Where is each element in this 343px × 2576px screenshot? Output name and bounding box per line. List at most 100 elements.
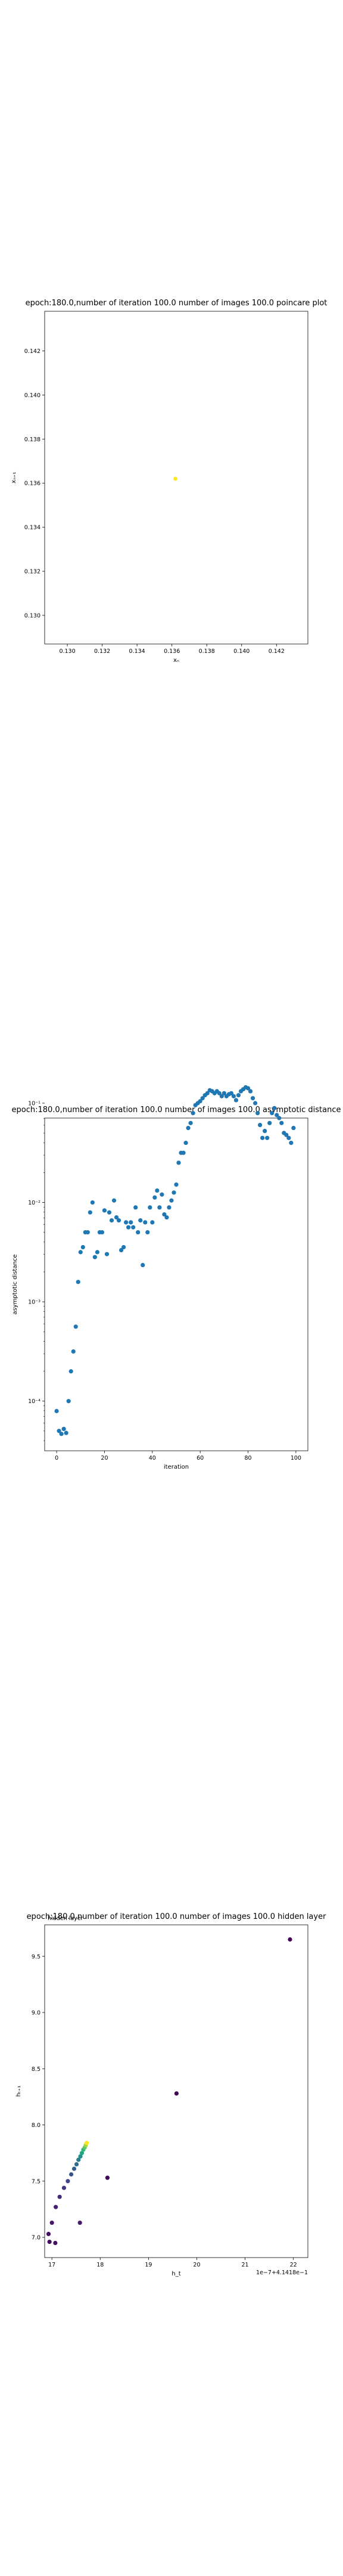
y-tick-label: 0.142	[24, 348, 40, 355]
asymptotic-point	[265, 1135, 270, 1140]
asymptotic-point	[145, 1230, 150, 1235]
hidden-layer-point	[105, 2175, 110, 2180]
asymptotic-point	[116, 1218, 121, 1223]
asymptotic-point	[104, 1252, 110, 1256]
asymptotic-point	[126, 1225, 131, 1230]
y-tick-label: 0.140	[24, 392, 40, 399]
asymptotic-point	[129, 1220, 133, 1225]
hidden-layer-point	[174, 2091, 179, 2096]
asymptotic-point	[133, 1205, 138, 1210]
x-tick-label: 0.140	[233, 648, 250, 655]
asymptotic-point	[219, 1094, 224, 1098]
asymptotic-point	[250, 1096, 255, 1101]
asymptotic-points	[54, 1085, 296, 1436]
asymptotic-point	[85, 1230, 90, 1235]
asymptotic-point	[54, 1408, 59, 1413]
asymptotic-point	[174, 1182, 179, 1187]
asymptotic-point	[198, 1099, 202, 1104]
asymptotic-point	[263, 1129, 267, 1134]
asymptotic-point	[231, 1094, 236, 1098]
hidden-layer-point	[66, 2179, 70, 2184]
hidden-layer-x-label: h_t	[172, 2271, 180, 2277]
asymptotic-point	[114, 1215, 119, 1220]
poincare-points	[173, 476, 177, 481]
x-tick-label: 0.142	[269, 648, 285, 655]
y-tick-label: 10⁻³	[28, 1299, 40, 1306]
y-tick-label: 0.134	[24, 525, 40, 531]
y-tick-label: 0.130	[24, 612, 40, 619]
asymptotic-point	[59, 1432, 64, 1436]
asymptotic-point	[66, 1399, 71, 1404]
asymptotic-point	[160, 1192, 164, 1197]
poincare-plot-frame	[44, 311, 308, 645]
asymptotic-point	[121, 1244, 126, 1250]
hidden-layer-point	[76, 2157, 81, 2162]
asymptotic-point	[90, 1200, 95, 1205]
hidden-layer-point	[77, 2220, 82, 2225]
x-tick-label: 60	[197, 1455, 204, 1462]
asymptotic-point	[186, 1126, 191, 1131]
asymptotic-point	[143, 1220, 148, 1225]
x-tick-label: 17	[48, 2262, 55, 2268]
asymptotic-point	[150, 1220, 155, 1225]
x-tick-label: 0.132	[94, 648, 110, 655]
y-tick-label: 0.138	[24, 436, 40, 443]
asymptotic-point	[119, 1247, 124, 1253]
asymptotic-point	[99, 1230, 105, 1235]
hidden-layer-point	[79, 2151, 85, 2156]
hidden-layer-offset-label: 1e−7+4.1418e−1	[256, 2270, 308, 2276]
y-tick-label: 9.0	[32, 2010, 40, 2017]
hidden-layer-point	[47, 2240, 52, 2244]
y-tick-label: 7.0	[32, 2235, 40, 2241]
x-tick-label: 0.134	[129, 648, 145, 655]
asymptotic-point	[286, 1135, 291, 1140]
hidden-layer-point	[61, 2185, 67, 2190]
asymptotic-point	[141, 1262, 145, 1268]
asymptotic-point	[102, 1208, 107, 1213]
y-tick-label: 8.5	[32, 2066, 40, 2073]
asymptotic-distance-chart: epoch:180.0,number of iteration 100.0 nu…	[11, 1085, 341, 1470]
hidden-layer-point	[74, 2162, 79, 2167]
x-tick-label: 20	[193, 2262, 200, 2268]
hidden-layer-points	[46, 1937, 292, 2246]
asymptotic-point	[205, 1091, 210, 1095]
asymptotic-point	[164, 1215, 169, 1220]
asymptotic-point	[253, 1101, 258, 1106]
asymptotic-y-axis: 10⁻⁴ 10⁻³ 10⁻² 10⁻¹	[28, 1101, 45, 1441]
y-tick-label: 7.5	[32, 2178, 40, 2185]
poincare-x-axis: 0.130 0.132 0.134 0.136 0.138 0.140 0.142	[59, 644, 285, 655]
asymptotic-point	[236, 1093, 241, 1098]
asymptotic-point	[289, 1141, 294, 1145]
x-tick-label: 80	[244, 1455, 251, 1462]
asymptotic-point	[222, 1091, 226, 1095]
asymptotic-point	[148, 1205, 152, 1210]
hidden-layer-point	[78, 2154, 83, 2159]
y-tick-label: 10⁻⁴	[28, 1398, 40, 1405]
asymptotic-point	[157, 1205, 162, 1210]
asymptotic-point	[162, 1212, 167, 1217]
asymptotic-point	[183, 1141, 188, 1145]
poincare-chart-title: epoch:180.0,number of iteration 100.0 nu…	[26, 299, 328, 308]
x-tick-label: 40	[149, 1455, 156, 1462]
asymptotic-point	[270, 1111, 275, 1116]
hidden-layer-chart: epoch:180.0,number of iteration 100.0 nu…	[15, 1912, 326, 2277]
x-tick-label: 100	[291, 1455, 301, 1462]
asymptotic-point	[155, 1188, 160, 1193]
asymptotic-point	[260, 1135, 265, 1140]
asymptotic-point	[233, 1098, 239, 1103]
asymptotic-point	[92, 1255, 97, 1259]
x-tick-label: 0	[55, 1455, 58, 1462]
asymptotic-point	[229, 1091, 234, 1095]
hidden-layer-point	[288, 1937, 292, 1942]
asymptotic-point	[111, 1198, 117, 1203]
asymptotic-point	[181, 1150, 186, 1155]
asymptotic-point	[172, 1190, 176, 1195]
hidden-layer-point	[84, 2141, 89, 2145]
x-tick-label: 21	[242, 2262, 249, 2268]
hidden-layer-plot-frame	[44, 1924, 308, 2258]
asymptotic-x-axis: 0 20 40 60 80 100	[55, 1451, 301, 1462]
asymptotic-point	[138, 1218, 143, 1223]
x-tick-label: 0.136	[164, 648, 180, 655]
asymptotic-point	[245, 1086, 251, 1091]
